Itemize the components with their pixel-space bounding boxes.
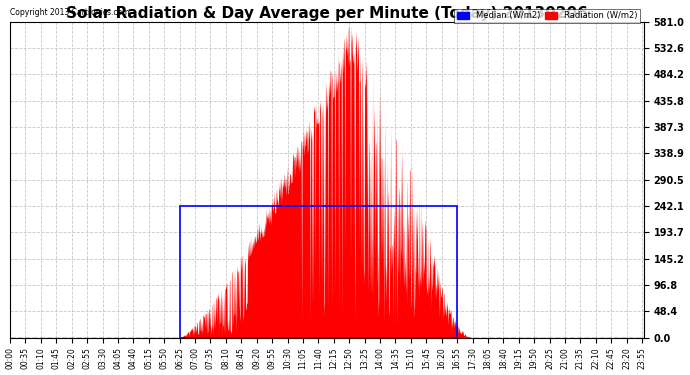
Title: Solar Radiation & Day Average per Minute (Today) 20130206: Solar Radiation & Day Average per Minute… [66, 6, 588, 21]
Text: Copyright 2013 Cartronics.com: Copyright 2013 Cartronics.com [10, 8, 130, 17]
Bar [179, 206, 457, 338]
Legend: Median (W/m2), Radiation (W/m2): Median (W/m2), Radiation (W/m2) [454, 9, 640, 22]
